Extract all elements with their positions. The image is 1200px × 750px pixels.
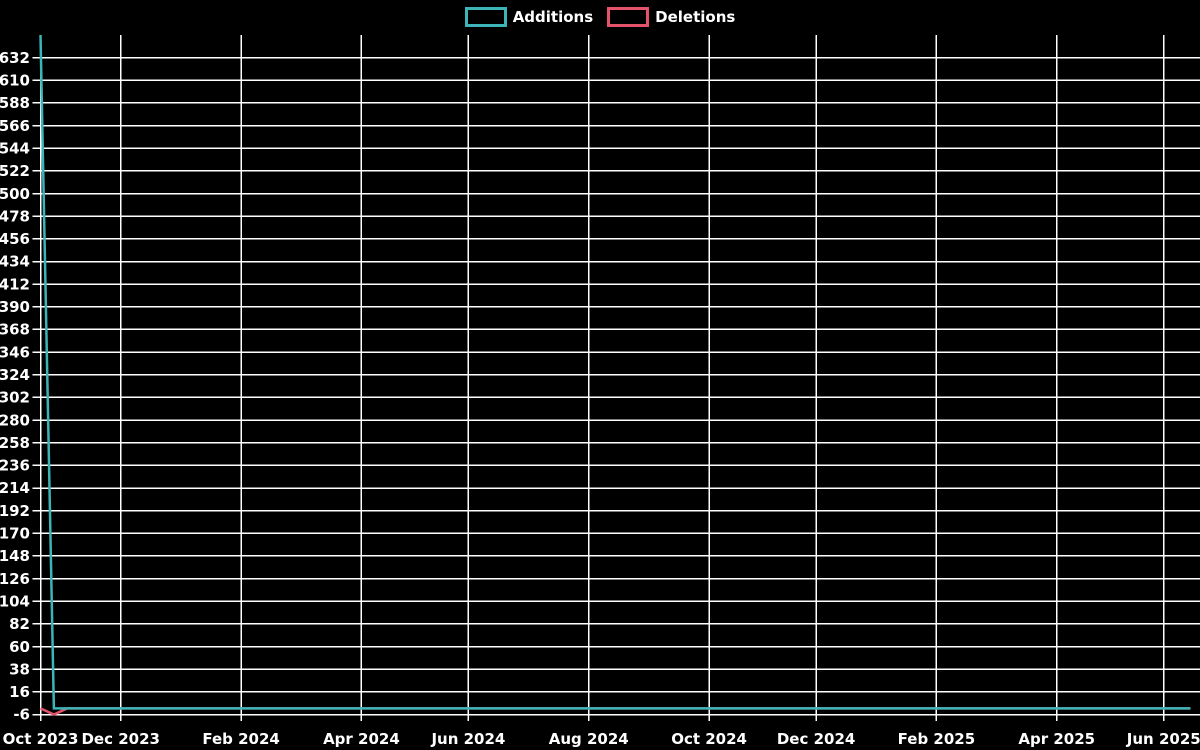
svg-text:434: 434 [0,253,30,271]
legend-item-additions[interactable]: Additions [464,7,594,27]
svg-text:Aug 2024: Aug 2024 [549,730,629,748]
svg-text:Apr 2025: Apr 2025 [1018,730,1095,748]
svg-text:500: 500 [0,185,30,203]
svg-text:60: 60 [9,638,30,656]
legend-item-deletions[interactable]: Deletions [607,7,735,27]
additions-legend-label: Additions [512,8,594,26]
svg-text:324: 324 [0,366,30,384]
svg-text:Oct 2023: Oct 2023 [3,730,79,748]
additions-line[interactable] [39,34,1191,710]
svg-text:544: 544 [0,139,30,157]
svg-text:368: 368 [0,321,30,339]
svg-text:280: 280 [0,411,30,429]
svg-text:258: 258 [0,434,30,452]
svg-text:Jun 2024: Jun 2024 [430,730,505,748]
svg-text:236: 236 [0,457,30,475]
y-axis-tick-labels: 632 610 588 566 544 522 500 478 456 434 412 390 368 3… [0,49,30,724]
svg-text:170: 170 [0,525,30,543]
svg-text:82: 82 [9,615,30,633]
svg-text:Dec 2024: Dec 2024 [777,730,856,748]
svg-text:-6: -6 [13,706,30,724]
svg-text:456: 456 [0,230,30,248]
svg-text:412: 412 [0,275,30,293]
svg-text:588: 588 [0,94,30,112]
svg-text:390: 390 [0,298,30,316]
deletions-series-swatch [607,7,650,27]
svg-text:632: 632 [0,49,30,67]
svg-text:346: 346 [0,343,30,361]
chart-legend: Additions Deletions [0,7,1200,27]
svg-text:Jun 2025: Jun 2025 [1126,730,1200,748]
gridlines [32,35,1200,721]
svg-text:104: 104 [0,592,30,610]
svg-text:566: 566 [0,117,30,135]
svg-text:38: 38 [9,660,30,678]
svg-text:126: 126 [0,570,30,588]
x-axis-tick-labels: Oct 2023 Dec 2023 Feb 2024 Apr 2024 Jun 2024… [3,730,1200,748]
svg-text:Dec 2023: Dec 2023 [81,730,160,748]
deletions-legend-label: Deletions [655,8,736,26]
svg-text:16: 16 [9,683,30,701]
svg-text:522: 522 [0,162,30,180]
svg-text:214: 214 [0,479,30,497]
svg-text:Oct 2024: Oct 2024 [671,730,747,748]
svg-text:Apr 2024: Apr 2024 [323,730,400,748]
svg-text:302: 302 [0,389,30,407]
svg-text:192: 192 [0,502,30,520]
svg-text:Feb 2024: Feb 2024 [202,730,280,748]
svg-text:610: 610 [0,72,30,90]
svg-text:Feb 2025: Feb 2025 [898,730,976,748]
svg-text:148: 148 [0,547,30,565]
svg-text:478: 478 [0,207,30,225]
additions-series-swatch [464,7,507,27]
